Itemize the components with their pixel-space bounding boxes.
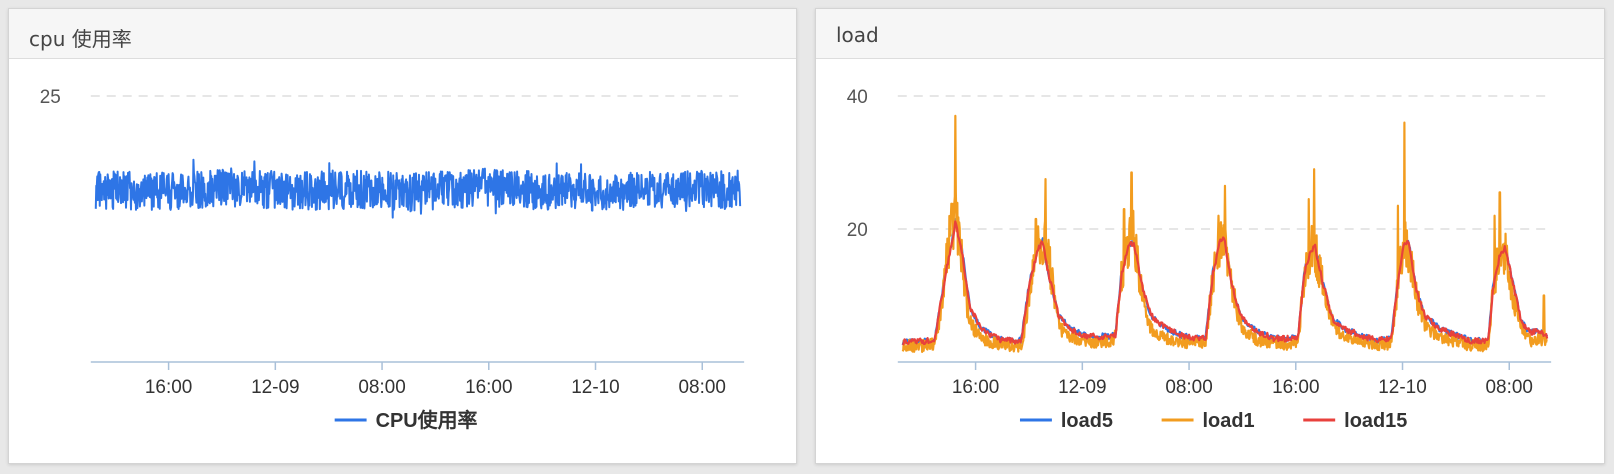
series-line-CPU使用率 [94, 158, 742, 219]
y-tick-label: 40 [847, 87, 868, 108]
x-tick-label: 16:00 [1272, 377, 1319, 398]
y-tick-label: 25 [40, 87, 61, 108]
panel-title: load [836, 23, 879, 47]
x-tick-label: 08:00 [679, 377, 726, 398]
panel-title: cpu 使用率 [29, 27, 132, 51]
series-line-load1 [901, 114, 1548, 353]
cpu-usage-chart: 25 16:00 12-09 08:00 16:00 12-10 08:00 CPU使用率 [40, 87, 745, 432]
x-tick-label: 12-10 [1378, 377, 1426, 398]
x-tick-label: 12-10 [571, 377, 619, 398]
x-tick-label: 16:00 [952, 377, 999, 398]
legend-label: load15 [1344, 410, 1407, 432]
x-tick-label: 16:00 [145, 377, 192, 398]
x-tick-label: 08:00 [1165, 377, 1212, 398]
panel-header: load [816, 9, 1604, 59]
load-chart: 20 40 16:00 12-09 08:00 16:00 12-10 08:00 load5 l… [847, 87, 1552, 432]
x-tick-label: 12-09 [251, 377, 299, 398]
legend-item-CPU使用率[interactable]: CPU使用率 [334, 408, 478, 432]
x-tick-label: 16:00 [465, 377, 512, 398]
legend-item-load5[interactable]: load5 [1019, 410, 1113, 432]
series-line-load15 [901, 220, 1549, 346]
legend-label: load5 [1061, 410, 1113, 432]
x-tick-label: 08:00 [358, 377, 405, 398]
cpu-usage-panel: cpu 使用率 25 16:00 12-09 08:00 16:00 12-10 08:00… [8, 8, 797, 464]
legend-item-load15[interactable]: load15 [1303, 410, 1407, 432]
x-tick-label: 12-09 [1058, 377, 1106, 398]
panel-header: cpu 使用率 [9, 9, 796, 59]
legend-label: load1 [1203, 410, 1255, 432]
y-tick-label: 20 [847, 220, 868, 241]
load-panel: load 20 40 16:00 12-09 08:00 16:00 12-10 08:00 l… [815, 8, 1605, 464]
legend-label: CPU使用率 [376, 408, 478, 432]
x-tick-label: 08:00 [1486, 377, 1533, 398]
legend-item-load1[interactable]: load1 [1161, 410, 1255, 432]
